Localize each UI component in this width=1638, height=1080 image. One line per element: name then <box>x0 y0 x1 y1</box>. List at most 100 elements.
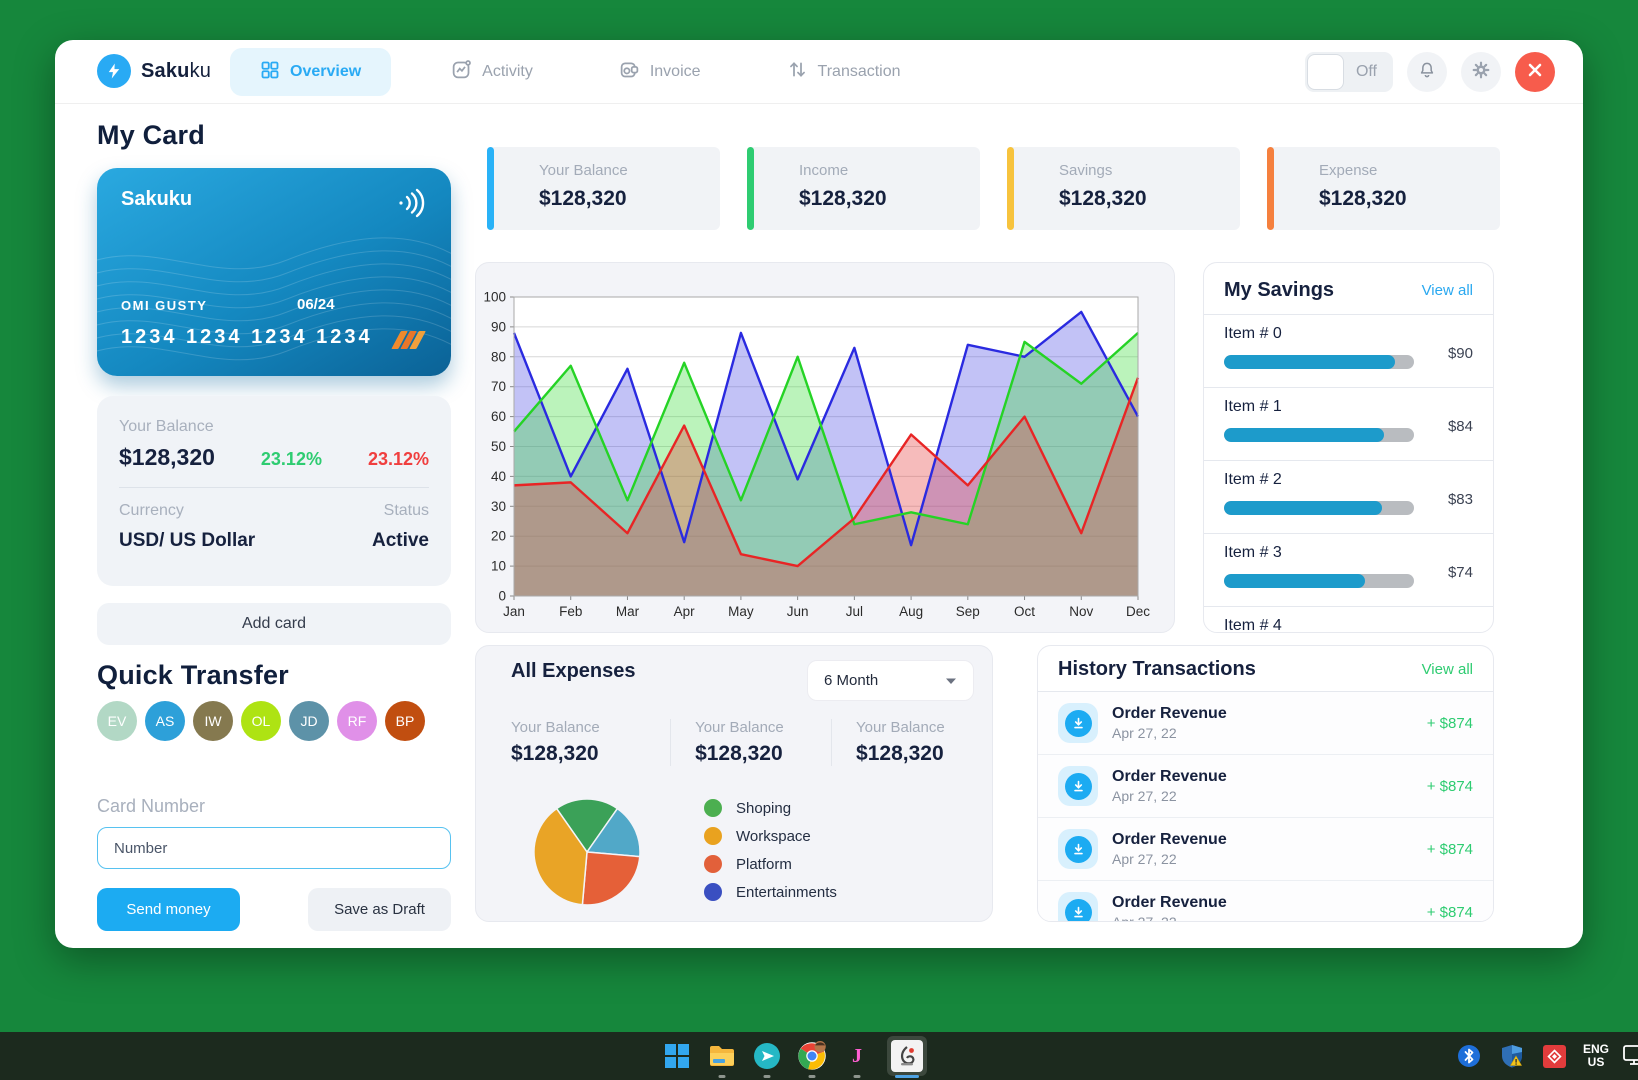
svg-text:30: 30 <box>491 499 506 514</box>
tab-invoice[interactable]: Invoice <box>593 40 727 104</box>
tab-activity-label: Activity <box>482 63 533 80</box>
transaction-row[interactable]: Order Revenue Apr 27, 22 + $874 <box>1038 692 1493 755</box>
settings-button[interactable] <box>1461 52 1501 92</box>
svg-text:Aug: Aug <box>899 604 923 619</box>
save-draft-button[interactable]: Save as Draft <box>308 888 451 931</box>
svg-text:Jan: Jan <box>503 604 525 619</box>
legend-label: Entertainments <box>736 883 837 901</box>
all-expenses-card: All Expenses 6 Month Your Balance $128,3… <box>475 645 993 922</box>
activity-chart-icon <box>451 59 472 85</box>
savings-item-label: Item # 3 <box>1224 544 1282 561</box>
external-display-icon[interactable] <box>1622 1041 1638 1071</box>
notifications-button[interactable] <box>1407 52 1447 92</box>
contact-avatar[interactable]: IW <box>193 701 233 741</box>
jdownloader-icon[interactable]: J <box>842 1041 872 1078</box>
brand-name: Sakuku <box>141 59 212 82</box>
transaction-amount: + $874 <box>1426 777 1473 795</box>
tab-transaction[interactable]: Transaction <box>761 40 927 104</box>
transaction-row[interactable]: Order Revenue Apr 27, 22 + $874 <box>1038 755 1493 818</box>
app-header: Sakuku Overview Act <box>55 40 1583 104</box>
send-money-button[interactable]: Send money <box>97 888 240 931</box>
running-indicator <box>763 1075 771 1078</box>
line-chart-card: 0 10 20 30 40 50 60 70 80 90 100 Jan Feb Mar Apr May Jun… <box>475 262 1175 633</box>
transaction-date: Apr 27, 22 <box>1112 851 1177 867</box>
savings-item-label: Item # 1 <box>1224 398 1282 415</box>
logo-bolt-icon <box>97 54 131 88</box>
contact-avatar[interactable]: RF <box>337 701 377 741</box>
running-indicator <box>808 1075 816 1078</box>
savings-progress-fill <box>1224 574 1365 588</box>
savings-item-label: Item # 0 <box>1224 325 1282 342</box>
svg-text:Jul: Jul <box>846 604 863 619</box>
stat-value: $128,320 <box>1059 187 1147 210</box>
chrome-icon[interactable] <box>797 1041 827 1078</box>
download-icon <box>1064 898 1092 921</box>
card-number: 1234 1234 1234 1234 <box>121 326 373 348</box>
history-view-all-link[interactable]: View all <box>1421 661 1473 678</box>
svg-text:Dec: Dec <box>1126 604 1150 619</box>
savings-item: Item # 0 $90 <box>1204 315 1493 388</box>
contact-avatar[interactable]: AS <box>145 701 185 741</box>
savings-view-all-link[interactable]: View all <box>1421 282 1473 299</box>
toggle-label: Off <box>1355 63 1377 80</box>
stat-value: $128,320 <box>1319 187 1407 210</box>
java-app-icon[interactable] <box>887 1036 927 1078</box>
divider <box>1038 691 1493 692</box>
stat-card-income: Income $128,320 <box>747 147 980 230</box>
contact-avatar[interactable]: BP <box>385 701 425 741</box>
transaction-row[interactable]: Order Revenue Apr 27, 22 + $874 <box>1038 881 1493 921</box>
currency-label: Currency <box>119 502 184 519</box>
svg-text:90: 90 <box>491 319 506 334</box>
contact-avatar[interactable]: EV <box>97 701 137 741</box>
svg-text:100: 100 <box>483 290 506 305</box>
stat-card-balance: Your Balance $128,320 <box>487 147 720 230</box>
card-holder: OMI GUSTY <box>121 298 208 313</box>
legend-dot <box>704 855 722 873</box>
tab-overview[interactable]: Overview <box>230 48 392 96</box>
savings-item-label: Item # 2 <box>1224 471 1282 488</box>
system-tray: ENG US <box>1454 1041 1638 1071</box>
window-close-button[interactable] <box>1515 52 1555 92</box>
currency-value: USD/ US Dollar <box>119 530 256 551</box>
balance-label: Your Balance <box>119 418 214 435</box>
overview-grid-icon <box>260 60 280 85</box>
transaction-icon-bg <box>1058 892 1098 921</box>
add-card-button[interactable]: Add card <box>97 603 451 645</box>
card-number-input[interactable] <box>97 827 451 869</box>
gear-icon <box>1471 60 1491 85</box>
windows-start-icon[interactable] <box>662 1041 692 1071</box>
transaction-row[interactable]: Order Revenue Apr 27, 22 + $874 <box>1038 818 1493 881</box>
windows-security-icon[interactable] <box>1497 1041 1527 1071</box>
svg-text:70: 70 <box>491 379 506 394</box>
tab-activity[interactable]: Activity <box>425 40 559 104</box>
card-brand: Sakuku <box>121 188 193 210</box>
screen-recorder-icon[interactable] <box>1540 1041 1570 1071</box>
toggle-switch[interactable]: Off <box>1305 52 1393 92</box>
savings-item: Item # 1 $84 <box>1204 388 1493 461</box>
taskbar: J <box>0 1032 1638 1080</box>
period-select[interactable]: 6 Month <box>807 660 974 701</box>
savings-progress-track <box>1224 501 1414 515</box>
transaction-amount: + $874 <box>1426 840 1473 858</box>
transaction-icon-bg <box>1058 766 1098 806</box>
balance-panel: Your Balance $128,320 23.12% 23.12% Curr… <box>97 396 451 586</box>
svg-text:20: 20 <box>491 529 506 544</box>
savings-item-label: Item # 4 <box>1224 617 1282 633</box>
language-indicator[interactable]: ENG US <box>1582 1042 1609 1069</box>
transaction-amount: + $874 <box>1426 714 1473 732</box>
bluetooth-icon[interactable] <box>1454 1041 1484 1071</box>
savings-item: Item # 4 $49 <box>1204 607 1493 633</box>
svg-text:0: 0 <box>498 589 506 604</box>
app-window: Sakuku Overview Act <box>55 40 1583 948</box>
messenger-app-icon[interactable] <box>752 1041 782 1078</box>
svg-text:60: 60 <box>491 409 506 424</box>
all-expenses-title: All Expenses <box>511 660 636 682</box>
running-indicator <box>853 1075 861 1078</box>
savings-item-value: $84 <box>1447 418 1473 435</box>
file-explorer-icon[interactable] <box>707 1041 737 1078</box>
tab-overview-label: Overview <box>290 63 362 80</box>
contact-avatar[interactable]: OL <box>241 701 281 741</box>
contact-avatar[interactable]: JD <box>289 701 329 741</box>
expense-col-value: $128,320 <box>856 742 944 765</box>
credit-card: Sakuku OMI GUSTY 06/24 1234 1234 1234 12… <box>97 168 451 376</box>
